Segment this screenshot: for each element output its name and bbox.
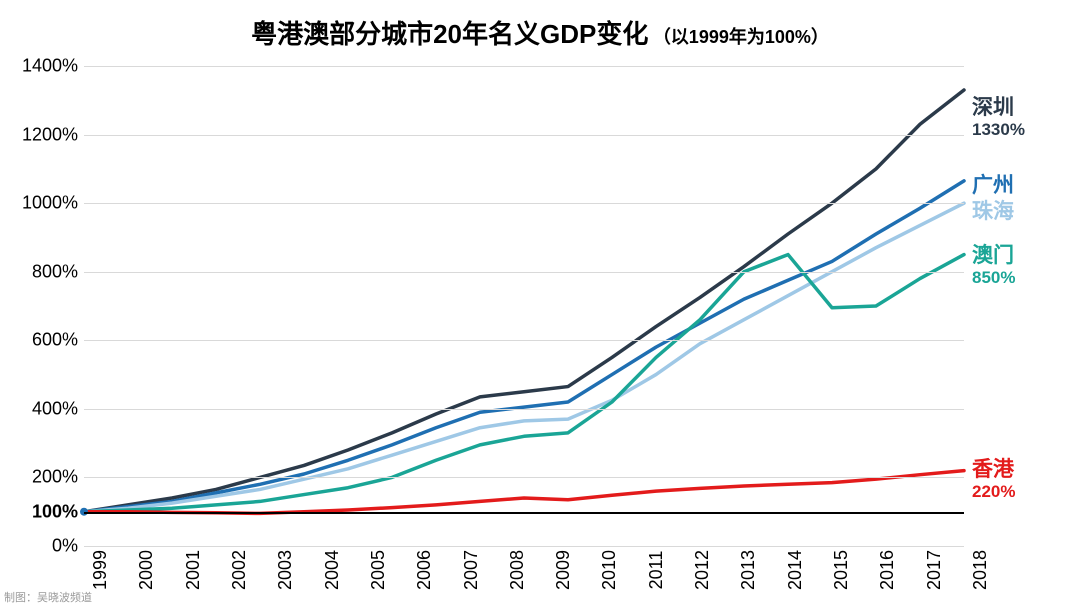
x-axis-label: 2000 (130, 550, 157, 590)
title-main: 粤港澳部分城市20年名义GDP变化 (251, 19, 648, 49)
series-end-value: 220% (972, 482, 1015, 502)
plot-area: 0%100%200%400%600%800%1000%1200%1400%199… (84, 66, 964, 546)
x-axis-label: 2010 (593, 550, 620, 590)
x-axis-label: 2017 (918, 550, 945, 590)
series-end-label: 香港220% (972, 458, 1015, 502)
series-end-label: 珠海 (972, 200, 1014, 224)
y-axis-label: 1400% (22, 56, 84, 77)
series-name: 澳门 (972, 244, 1015, 268)
gridline (84, 340, 964, 341)
x-axis-label: 2006 (408, 550, 435, 590)
chart-container: 粤港澳部分城市20年名义GDP变化 （以1999年为100%） 0%100%20… (0, 0, 1080, 608)
x-axis-label: 2014 (779, 550, 806, 590)
gridline (84, 135, 964, 136)
x-axis-label: 2016 (871, 550, 898, 590)
series-end-value: 850% (972, 268, 1015, 288)
series-end-value: 1330% (972, 120, 1025, 140)
y-axis-label: 100% (32, 501, 84, 522)
x-axis-label: 2018 (964, 550, 991, 590)
gridline (84, 546, 964, 547)
gridline (84, 203, 964, 204)
x-axis-label: 2015 (825, 550, 852, 590)
x-axis-label: 2007 (455, 550, 482, 590)
y-axis-label: 400% (32, 398, 84, 419)
x-axis-label: 2008 (501, 550, 528, 590)
y-axis-label: 200% (32, 467, 84, 488)
series-name: 深圳 (972, 96, 1025, 120)
series-name: 广州 (972, 174, 1014, 198)
gridline (84, 512, 964, 514)
gridline (84, 66, 964, 67)
series-line (84, 181, 964, 512)
y-axis-label: 600% (32, 330, 84, 351)
series-end-label: 澳门850% (972, 244, 1015, 288)
series-name: 香港 (972, 458, 1015, 482)
x-axis-label: 2011 (640, 551, 667, 590)
series-end-label: 广州 (972, 174, 1014, 198)
x-axis-label: 2003 (269, 550, 296, 590)
x-axis-label: 2002 (223, 550, 250, 590)
x-axis-label: 2012 (686, 550, 713, 590)
x-axis-label: 2013 (732, 550, 759, 590)
gridline (84, 409, 964, 410)
series-name: 珠海 (972, 200, 1014, 224)
title-sub: （以1999年为100%） (653, 27, 829, 47)
x-axis-label: 2004 (316, 550, 343, 590)
x-axis-label: 1999 (84, 550, 111, 590)
y-axis-label: 1200% (22, 124, 84, 145)
credit-text: 制图：吴晓波频道 (4, 589, 92, 605)
series-line (84, 203, 964, 512)
x-axis-label: 2005 (362, 550, 389, 590)
series-line (84, 90, 964, 512)
y-axis-label: 800% (32, 261, 84, 282)
x-axis-label: 2001 (177, 550, 204, 590)
gridline (84, 477, 964, 478)
chart-title: 粤港澳部分城市20年名义GDP变化 （以1999年为100%） (0, 14, 1080, 51)
series-line (84, 255, 964, 512)
line-series-svg (84, 66, 964, 546)
gridline (84, 272, 964, 273)
series-end-label: 深圳1330% (972, 96, 1025, 140)
y-axis-label: 0% (52, 536, 84, 557)
y-axis-label: 1000% (22, 193, 84, 214)
x-axis-label: 2009 (547, 550, 574, 590)
